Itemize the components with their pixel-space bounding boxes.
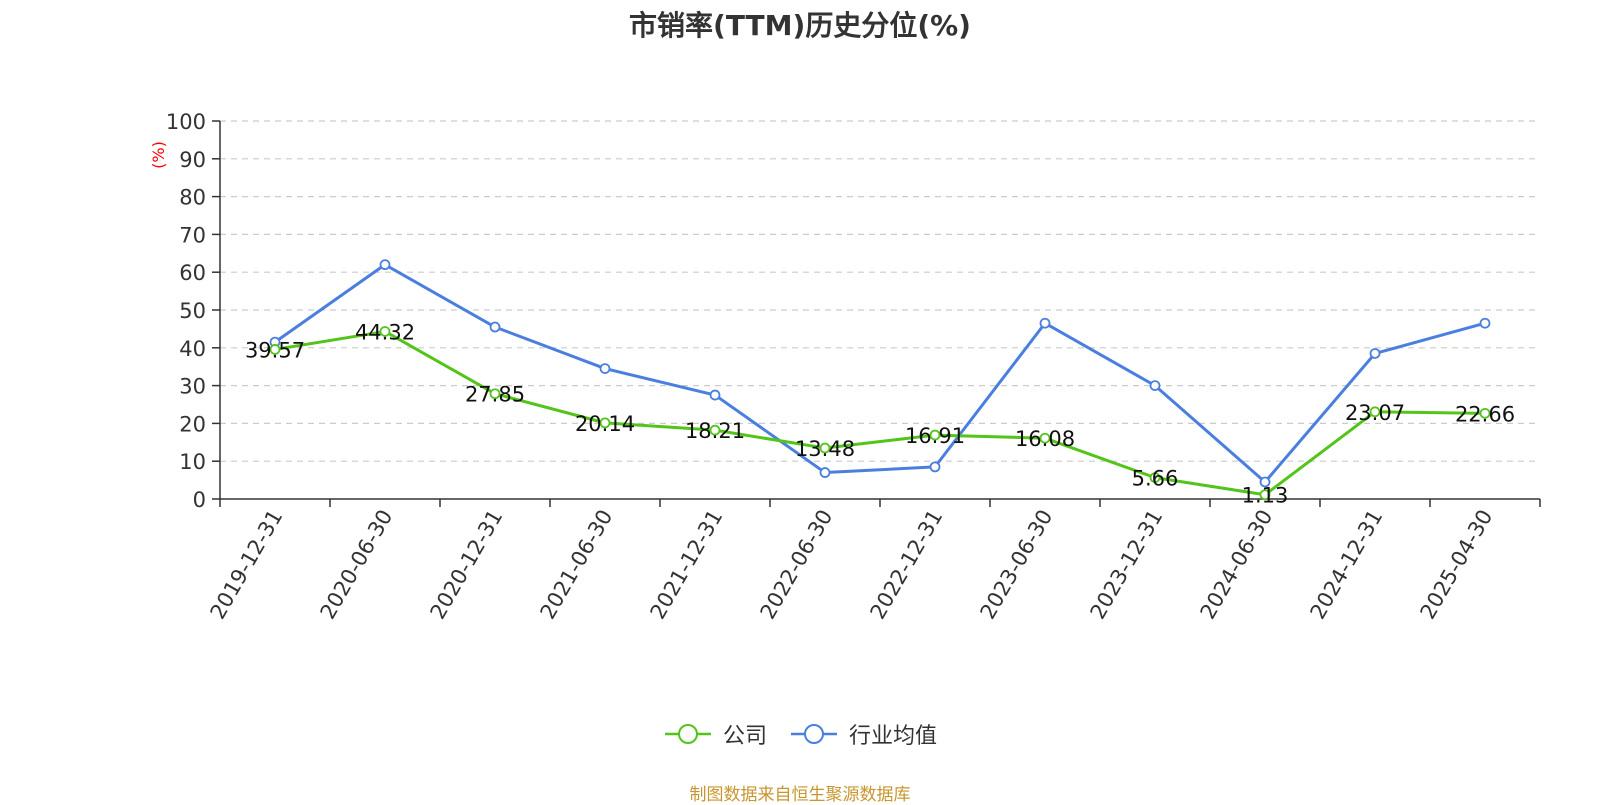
data-point-industry bbox=[1259, 476, 1271, 488]
data-point-industry bbox=[1149, 380, 1161, 392]
data-label-company: 44.32 bbox=[355, 320, 415, 344]
x-tick-label: 2019-12-31 bbox=[206, 506, 288, 624]
x-tick-label: 2020-06-30 bbox=[316, 506, 398, 624]
data-point-company bbox=[1369, 406, 1381, 418]
data-point-company bbox=[1039, 432, 1051, 444]
data-point-company bbox=[379, 326, 391, 337]
data-point-company bbox=[1259, 489, 1271, 501]
data-point-company bbox=[489, 388, 501, 400]
data-label-company: 5.66 bbox=[1132, 467, 1179, 491]
data-point-company bbox=[929, 429, 941, 441]
data-label-company: 22.66 bbox=[1455, 402, 1515, 426]
legend-item-company[interactable]: 公司 bbox=[663, 718, 767, 750]
legend-company-label: 公司 bbox=[722, 724, 767, 749]
y-tick-label: 50 bbox=[179, 299, 206, 323]
y-tick-label: 30 bbox=[179, 375, 206, 399]
data-point-industry bbox=[819, 467, 831, 478]
data-point-company bbox=[819, 442, 831, 454]
data-point-industry bbox=[1039, 317, 1051, 329]
data-label-company: 27.85 bbox=[465, 383, 525, 407]
x-tick-label: 2024-06-30 bbox=[1196, 506, 1278, 624]
data-label-company: 18.21 bbox=[685, 419, 745, 443]
data-point-company bbox=[1149, 472, 1161, 484]
chart-canvas: 0 10 20 30 40 50 60 70 80 90 100 (%) 2019-12-31 2020-… bbox=[149, 110, 1541, 624]
x-tick-label: 2022-06-30 bbox=[756, 506, 838, 624]
x-tick-label: 2020-12-31 bbox=[426, 506, 508, 624]
x-tick-label: 2021-12-31 bbox=[646, 506, 728, 624]
y-tick-label: 20 bbox=[179, 412, 206, 436]
y-tick-label: 70 bbox=[179, 223, 206, 247]
y-tick-label: 100 bbox=[166, 110, 206, 134]
data-label-company: 1.13 bbox=[1242, 484, 1289, 508]
data-point-company bbox=[1479, 407, 1491, 419]
legend-item-industry[interactable]: 行业均值 bbox=[789, 718, 937, 750]
data-point-industry bbox=[379, 259, 391, 271]
data-point-industry bbox=[489, 321, 501, 333]
series-line-company bbox=[274, 329, 1486, 497]
data-point-industry bbox=[929, 461, 941, 473]
y-tick-label: 80 bbox=[179, 186, 206, 210]
data-point-industry bbox=[1479, 317, 1491, 329]
data-label-company: 20.14 bbox=[575, 412, 635, 436]
legend-industry-label: 行业均值 bbox=[849, 724, 938, 749]
data-label-company: 39.57 bbox=[245, 338, 305, 362]
legend: 公司 行业均值 bbox=[0, 718, 1600, 750]
x-tick-label: 2025-04-30 bbox=[1416, 506, 1498, 624]
data-point-industry bbox=[1369, 348, 1381, 359]
data-label-company: 23.07 bbox=[1345, 401, 1405, 425]
data-point-industry bbox=[709, 389, 721, 401]
data-point-company bbox=[709, 424, 721, 436]
y-tick-label: 0 bbox=[193, 488, 206, 512]
y-axis-label: (%) bbox=[149, 141, 168, 169]
data-label-company: 16.08 bbox=[1015, 427, 1075, 451]
series-line-industry bbox=[274, 263, 1486, 484]
legend-industry-marker bbox=[791, 724, 837, 744]
chart-title: 市销率(TTM)历史分位(%) bbox=[629, 9, 971, 42]
y-tick-label: 40 bbox=[179, 337, 206, 361]
legend-company-marker bbox=[664, 724, 711, 744]
y-tick-label: 60 bbox=[179, 261, 206, 285]
x-tick-label: 2022-12-31 bbox=[866, 506, 948, 624]
y-tick-label: 90 bbox=[179, 148, 206, 172]
y-tick-label: 10 bbox=[179, 450, 206, 474]
x-tick-label: 2023-06-30 bbox=[976, 506, 1058, 624]
data-point-industry bbox=[599, 363, 611, 374]
data-label-company: 16.91 bbox=[905, 424, 965, 448]
data-point-company bbox=[599, 417, 611, 429]
x-tick-label: 2021-06-30 bbox=[536, 506, 618, 624]
data-point-company bbox=[269, 344, 281, 355]
data-label-company: 13.48 bbox=[795, 437, 855, 461]
source-note: 制图数据来自恒生聚源数据库 bbox=[689, 785, 911, 805]
x-tick-label: 2023-12-31 bbox=[1086, 506, 1168, 624]
x-tick-label: 2024-12-31 bbox=[1306, 506, 1388, 624]
